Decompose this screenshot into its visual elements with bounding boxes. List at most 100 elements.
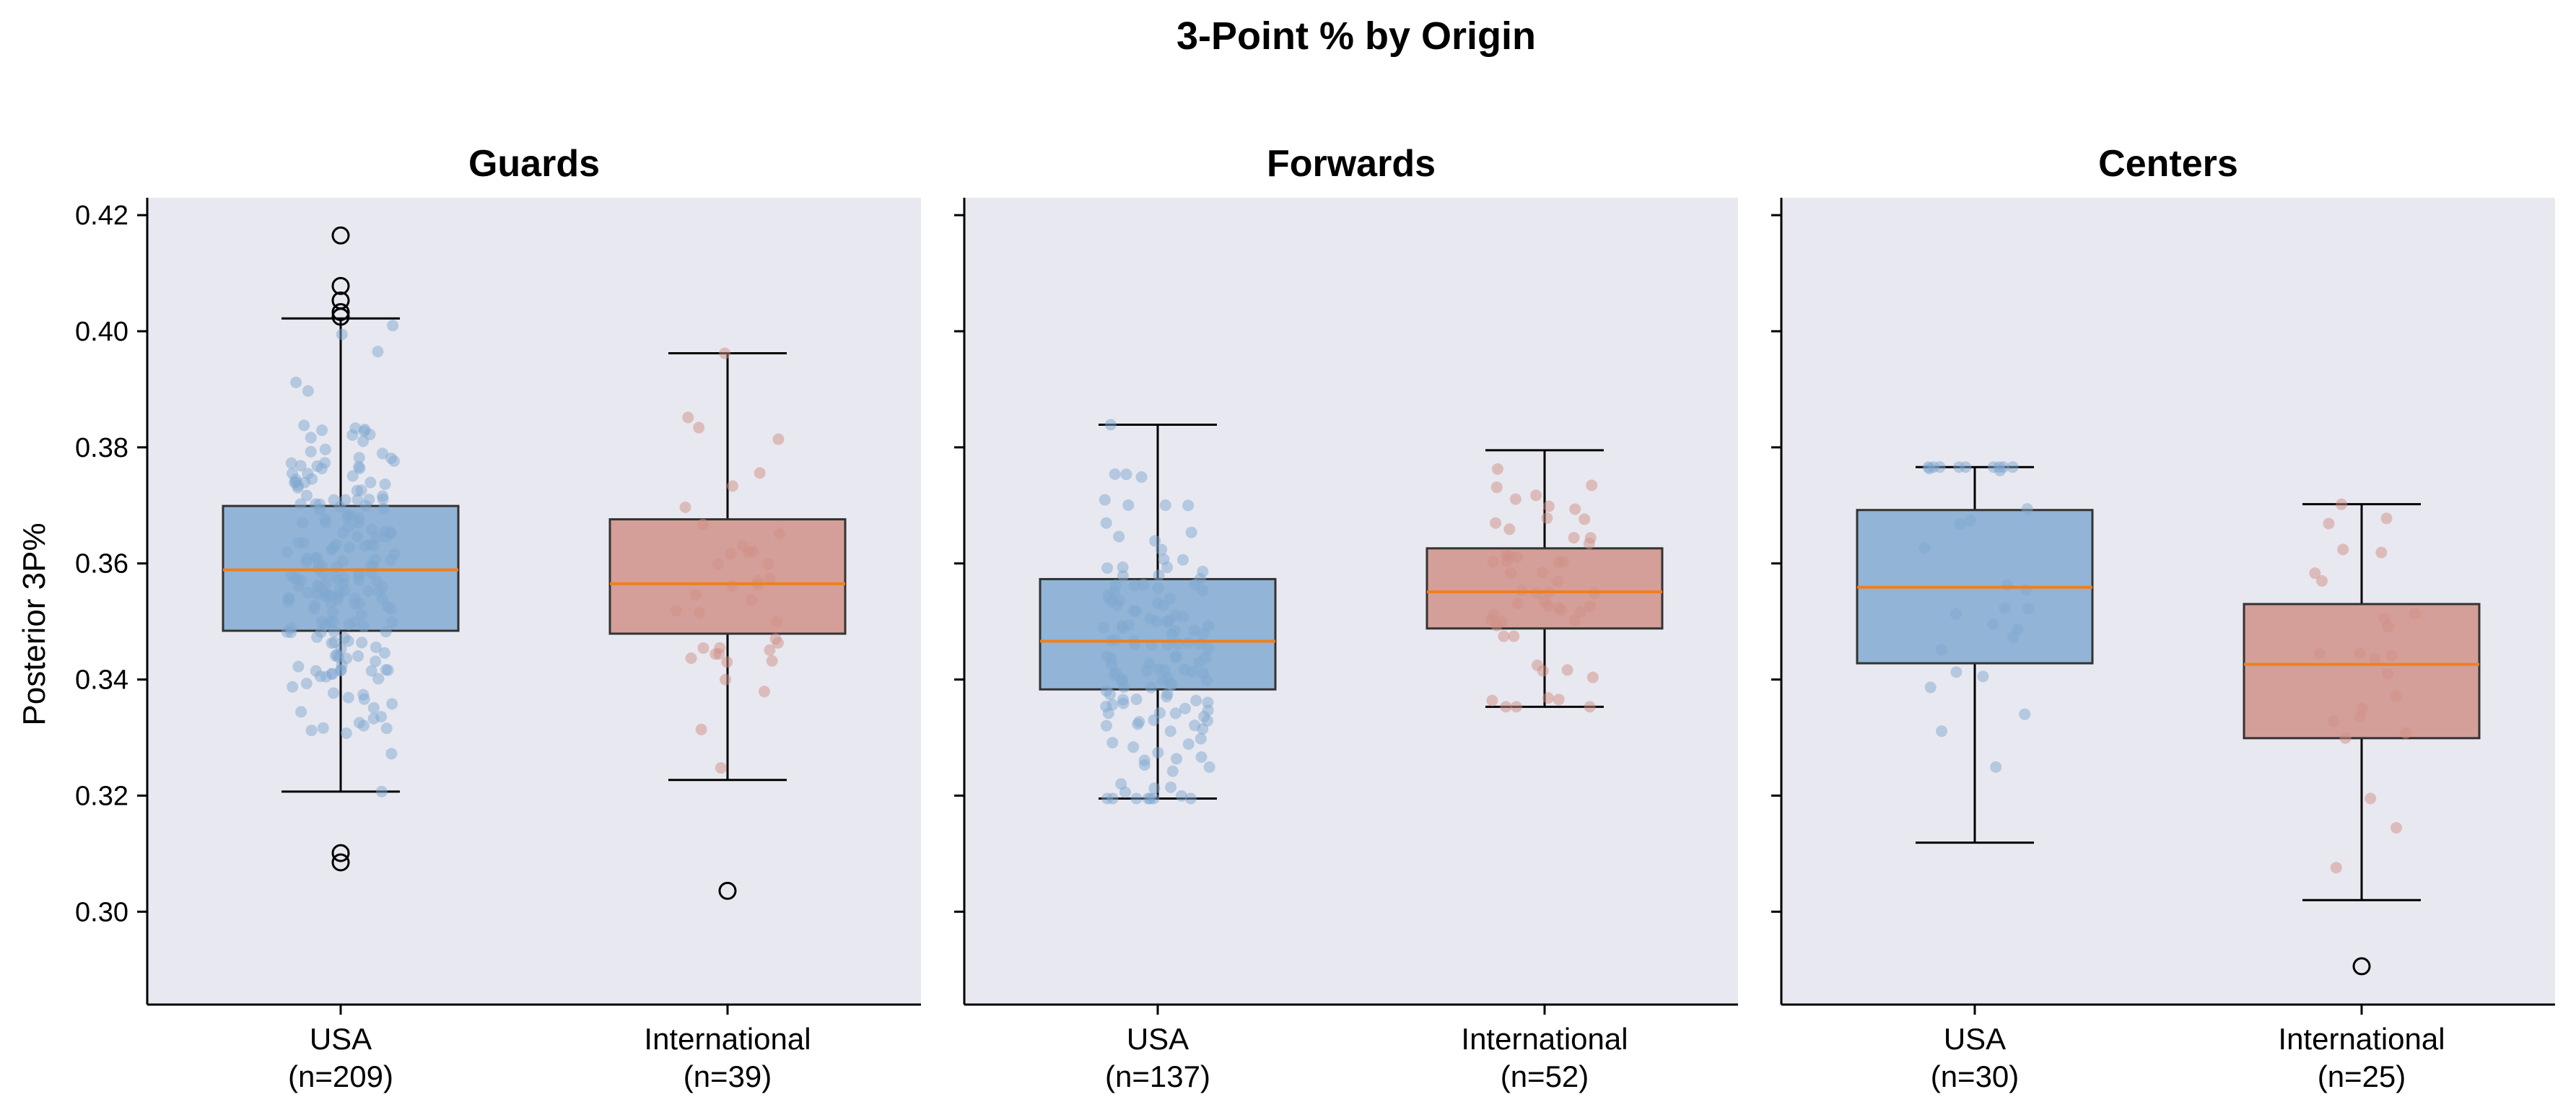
data-point — [1176, 554, 1189, 566]
outlier-point — [331, 307, 350, 326]
data-point — [1584, 600, 1597, 613]
data-point — [349, 422, 362, 434]
data-point — [1166, 765, 1179, 777]
data-point — [302, 586, 314, 598]
data-point — [1530, 489, 1542, 502]
data-point — [2336, 498, 2348, 510]
data-point — [720, 673, 732, 686]
data-point — [370, 641, 382, 653]
data-point — [2007, 461, 2019, 473]
panel-title: Forwards — [1267, 143, 1436, 185]
data-point — [1977, 670, 1989, 683]
data-point — [300, 678, 313, 690]
data-point — [1101, 685, 1113, 697]
data-point — [1133, 716, 1145, 728]
data-point — [281, 626, 293, 638]
data-point — [356, 637, 368, 649]
data-point — [336, 328, 348, 341]
data-point — [387, 320, 399, 332]
data-point — [1152, 746, 1164, 758]
data-point — [342, 521, 354, 533]
data-point — [1130, 605, 1143, 617]
x-tick-label: International — [644, 1022, 811, 1056]
data-point — [1122, 499, 1135, 511]
data-point — [328, 687, 340, 699]
data-point — [1541, 512, 1553, 524]
data-point — [2385, 650, 2398, 662]
data-point — [364, 476, 377, 489]
data-point — [1922, 461, 1934, 473]
data-point — [327, 606, 339, 618]
data-point — [340, 727, 352, 739]
data-point — [1195, 751, 1208, 764]
data-point — [1511, 551, 1523, 563]
data-point — [693, 607, 705, 619]
data-point — [764, 572, 776, 585]
data-point — [285, 457, 297, 469]
data-point — [385, 452, 397, 464]
x-tick-count-label: (n=137) — [1105, 1059, 1210, 1093]
data-point — [1106, 658, 1118, 670]
data-point — [320, 516, 332, 528]
data-point — [726, 580, 738, 592]
data-point — [1148, 782, 1161, 795]
data-point — [330, 538, 342, 551]
panels: Guards0.300.320.340.360.380.400.42USA(n=… — [75, 143, 2555, 1093]
data-point — [1954, 517, 1966, 530]
data-point — [385, 603, 397, 615]
box-group-international: International(n=39) — [608, 347, 847, 1093]
data-point — [352, 517, 364, 529]
data-point — [348, 616, 360, 629]
data-point — [292, 660, 305, 673]
data-point — [754, 467, 766, 479]
data-point — [1203, 761, 1215, 773]
data-point — [305, 432, 317, 444]
data-point — [1190, 694, 1202, 707]
data-point — [1108, 669, 1120, 681]
data-point — [328, 494, 340, 506]
data-point — [1537, 665, 1549, 677]
data-point — [1510, 701, 1522, 713]
data-point — [762, 558, 774, 570]
data-point — [772, 433, 785, 445]
data-point — [1197, 667, 1209, 679]
data-point — [1509, 493, 1521, 505]
data-point — [370, 655, 382, 668]
data-point — [294, 460, 307, 472]
data-point — [2409, 608, 2422, 620]
data-point — [1536, 567, 1548, 579]
box-group-international: International(n=25) — [2243, 498, 2481, 1093]
panel-centers: Centers USA(n=30) International(n=25) — [1771, 143, 2555, 1093]
data-point — [319, 457, 331, 469]
data-point — [349, 598, 361, 610]
data-point — [2309, 567, 2321, 580]
x-tick-count-label: (n=25) — [2318, 1059, 2406, 1093]
data-point — [1553, 694, 1565, 706]
data-point — [2356, 702, 2368, 714]
data-point — [299, 476, 311, 489]
data-point — [1999, 602, 2011, 614]
data-point — [1202, 620, 1215, 632]
data-point — [1994, 461, 2006, 473]
data-point — [354, 462, 366, 474]
data-point — [315, 616, 328, 628]
data-point — [1179, 702, 1192, 714]
data-point — [1130, 694, 1143, 706]
x-tick-label: USA — [1944, 1022, 2006, 1056]
data-point — [1934, 461, 1946, 473]
data-point — [2315, 575, 2328, 587]
data-point — [312, 580, 324, 592]
data-point — [1202, 642, 1215, 654]
data-point — [1586, 479, 1598, 491]
data-point — [1584, 701, 1596, 713]
x-tick-label: USA — [310, 1022, 372, 1056]
data-point — [1169, 651, 1182, 663]
x-tick-label: International — [1461, 1022, 1628, 1056]
box-group-usa: USA(n=137) — [1039, 419, 1277, 1093]
data-point — [1555, 603, 1568, 616]
data-point — [1500, 549, 1512, 561]
data-point — [766, 655, 778, 667]
data-point — [1505, 567, 1517, 580]
data-point — [2380, 512, 2393, 525]
data-point — [2354, 647, 2366, 660]
